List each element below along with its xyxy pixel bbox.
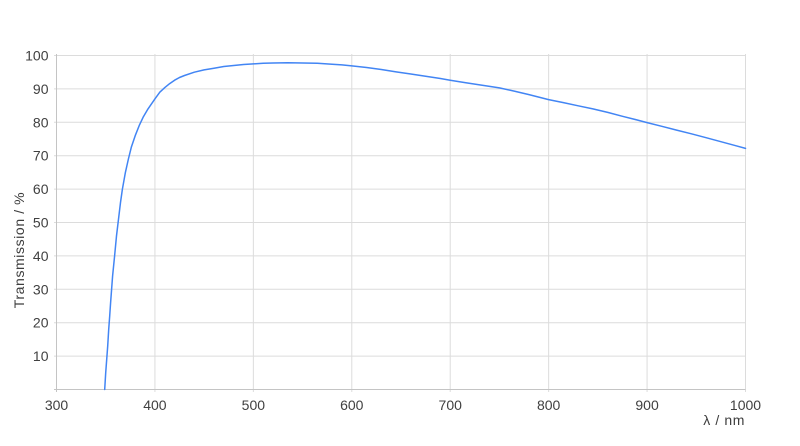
y-tick-label-20: 20: [33, 315, 49, 331]
x-tick-label-1000: 1000: [730, 397, 761, 413]
y-tick-label-90: 90: [33, 81, 49, 97]
y-tick-label-40: 40: [33, 248, 49, 264]
y-tick-label-50: 50: [33, 215, 49, 231]
y-tick-label-70: 70: [33, 148, 49, 164]
x-tick-label-300: 300: [45, 397, 69, 413]
x-tick-label-700: 700: [439, 397, 463, 413]
x-axis-title: λ / nm: [703, 412, 745, 428]
y-axis-tick-labels: 10 20 30 40 50 60 70 80 90 100: [25, 48, 49, 365]
x-tick-label-900: 900: [635, 397, 659, 413]
y-tick-label-60: 60: [33, 181, 49, 197]
x-tick-label-600: 600: [340, 397, 364, 413]
x-tick-label-800: 800: [537, 397, 561, 413]
x-tick-label-400: 400: [143, 397, 167, 413]
y-tick-label-30: 30: [33, 281, 49, 297]
plot-curve: [103, 62, 747, 391]
gridlines: [54, 54, 746, 392]
y-tick-label-10: 10: [33, 348, 49, 364]
transmission-curve: [103, 62, 747, 391]
x-tick-label-500: 500: [242, 397, 266, 413]
x-axis-tick-labels: 300 400 500 600 700 800 900 1000: [45, 397, 761, 413]
y-tick-label-100: 100: [25, 48, 49, 64]
y-axis-title: Transmission / %: [11, 192, 27, 308]
y-tick-label-80: 80: [33, 114, 49, 130]
